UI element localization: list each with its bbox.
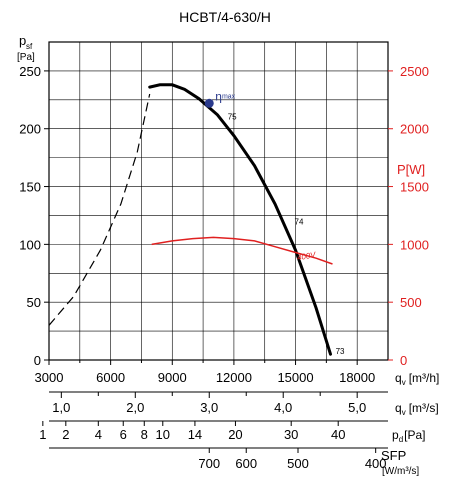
curves: 400V 75 74 73 ηmax bbox=[48, 83, 345, 356]
y2-axis-title: P[W] bbox=[397, 162, 425, 177]
x-tick-label: 3000 bbox=[35, 370, 64, 385]
y-axis-title-sub: sf bbox=[26, 42, 33, 51]
power-curve-label: 400V bbox=[296, 250, 317, 262]
pd-tick-label: 20 bbox=[228, 427, 242, 442]
eta-max-point bbox=[204, 98, 214, 108]
grid bbox=[49, 42, 388, 360]
sfp-tick-label: 400 bbox=[365, 456, 387, 471]
x-axis-title-m3s: qv [m³/s] bbox=[395, 401, 439, 417]
pd-tick-label: 6 bbox=[120, 427, 127, 442]
m3s-tick-label: 2,0 bbox=[126, 400, 144, 415]
plot-frame bbox=[48, 41, 389, 361]
x-axis-unit-sfp: [W/m³/s] bbox=[382, 466, 419, 477]
y-tick-label: 250 bbox=[19, 64, 41, 79]
pressure-curve bbox=[148, 83, 332, 356]
sfp-tick-label: 500 bbox=[287, 456, 309, 471]
pd-tick-label: 30 bbox=[284, 427, 298, 442]
y-tick-label: 0 bbox=[34, 353, 41, 368]
y-tick-label: 150 bbox=[19, 180, 41, 195]
y-axis-pressure: 0 50 100 150 200 250 bbox=[19, 64, 49, 368]
y2-tick-label: 2500 bbox=[400, 64, 429, 79]
eta-max-label: ηmax bbox=[215, 89, 235, 103]
pd-tick-label: 10 bbox=[156, 427, 170, 442]
x-axis-title-pd: pd[Pa] bbox=[392, 428, 426, 444]
y2-tick-label: 1500 bbox=[400, 180, 429, 195]
chart-title: HCBT/4-630/H bbox=[179, 9, 271, 25]
x-tick-label: 9000 bbox=[158, 370, 187, 385]
x-tick-label: 12000 bbox=[216, 370, 252, 385]
y-axis-title-main: p bbox=[19, 33, 26, 48]
pd-tick-label: 8 bbox=[141, 427, 148, 442]
m3s-tick-label: 3,0 bbox=[200, 400, 218, 415]
y-tick-label: 200 bbox=[19, 122, 41, 137]
power-curve bbox=[151, 236, 333, 265]
efficiency-label: 74 bbox=[295, 218, 304, 227]
pd-tick-label: 14 bbox=[188, 427, 202, 442]
x-tick-label: 18000 bbox=[339, 370, 375, 385]
x-axis-title-sfp: SFP bbox=[381, 448, 406, 463]
efficiency-label: 75 bbox=[228, 112, 237, 121]
pressure-curve-unstable bbox=[48, 93, 151, 326]
y2-tick-label: 2000 bbox=[400, 122, 429, 137]
pd-tick-label: 40 bbox=[331, 427, 345, 442]
y-axis-power: 0 500 1000 1500 2000 2500 bbox=[388, 64, 429, 368]
y-axis-title: p sf [Pa] bbox=[17, 33, 35, 63]
y2-tick-label: 0 bbox=[400, 353, 407, 368]
efficiency-label: 73 bbox=[336, 347, 345, 356]
y2-tick-label: 500 bbox=[400, 295, 422, 310]
sfp-tick-label: 600 bbox=[235, 456, 257, 471]
y2-tick-label: 1000 bbox=[400, 237, 429, 252]
sfp-tick-label: 700 bbox=[198, 456, 220, 471]
secondary-x-axes: 1,0 2,0 3,0 4,0 5,0 qv [m³/s] 1 2 4 6 8 10 14 20 30 40 pd… bbox=[39, 391, 439, 477]
x-tick-label: 15000 bbox=[277, 370, 313, 385]
x-axis-title-m3h: qv [m³/h] bbox=[395, 371, 439, 387]
m3s-tick-label: 5,0 bbox=[348, 400, 366, 415]
pd-tick-label: 2 bbox=[62, 427, 69, 442]
m3s-tick-label: 4,0 bbox=[274, 400, 292, 415]
m3s-tick-label: 1,0 bbox=[52, 400, 70, 415]
y-tick-label: 50 bbox=[27, 295, 41, 310]
pd-tick-label: 1 bbox=[39, 427, 46, 442]
x-axis-airflow-m3h: 3000 6000 9000 12000 15000 18000 qv [m³/h] bbox=[35, 360, 439, 387]
x-tick-label: 6000 bbox=[96, 370, 125, 385]
y-tick-label: 100 bbox=[19, 237, 41, 252]
pd-tick-label: 4 bbox=[95, 427, 102, 442]
y-axis-title-unit: [Pa] bbox=[17, 52, 35, 63]
